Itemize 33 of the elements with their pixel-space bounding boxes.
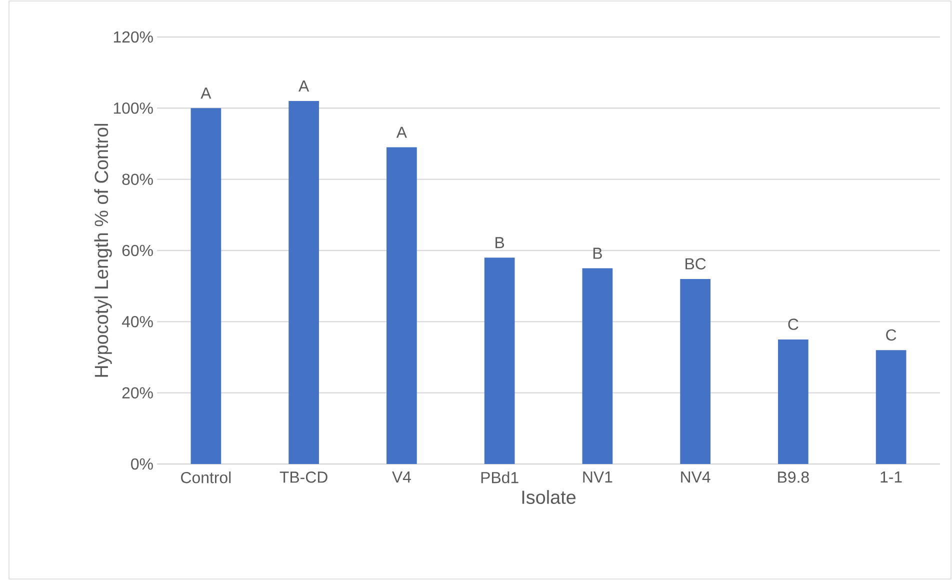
- y-tick-label: 20%: [122, 387, 153, 398]
- annotation: B: [593, 248, 602, 259]
- bar: [190, 108, 222, 464]
- x-tick-label: NV4: [681, 472, 710, 482]
- x-tick-label: B9.8: [778, 472, 809, 483]
- annotation: A: [298, 80, 310, 92]
- annotation: A: [200, 88, 212, 99]
- bar: [680, 278, 710, 464]
- bar: [582, 268, 613, 464]
- annotation: C: [886, 329, 896, 341]
- x-tick-label: Control: [181, 472, 231, 484]
- x-axis-title: Isolate: [522, 490, 576, 504]
- y-axis-title: Hypocotyl Length % of Control: [94, 124, 112, 377]
- x-tick-label: NV1: [583, 472, 612, 482]
- x-tick-label: PBd1: [481, 472, 518, 484]
- x-tick-label: V4: [392, 472, 411, 482]
- x-tick-label: 1-1: [880, 472, 902, 482]
- bar: [484, 258, 515, 464]
- y-tick-label: 120%: [114, 31, 153, 43]
- annotation: A: [396, 126, 407, 138]
- y-tick-label: 0%: [131, 458, 153, 470]
- annotation: C: [788, 318, 798, 330]
- bar: [876, 350, 906, 464]
- y-tick-label: 60%: [122, 244, 153, 256]
- bar: [288, 101, 319, 464]
- y-tick-label: 100%: [114, 102, 153, 114]
- bar: [386, 147, 417, 464]
- annotation: B: [496, 237, 504, 248]
- bar: [778, 339, 808, 464]
- y-tick-label: 80%: [122, 174, 153, 185]
- annotation: BC: [686, 258, 706, 270]
- x-tick-label: TB-CD: [280, 472, 328, 483]
- y-tick-label: 40%: [122, 316, 153, 328]
